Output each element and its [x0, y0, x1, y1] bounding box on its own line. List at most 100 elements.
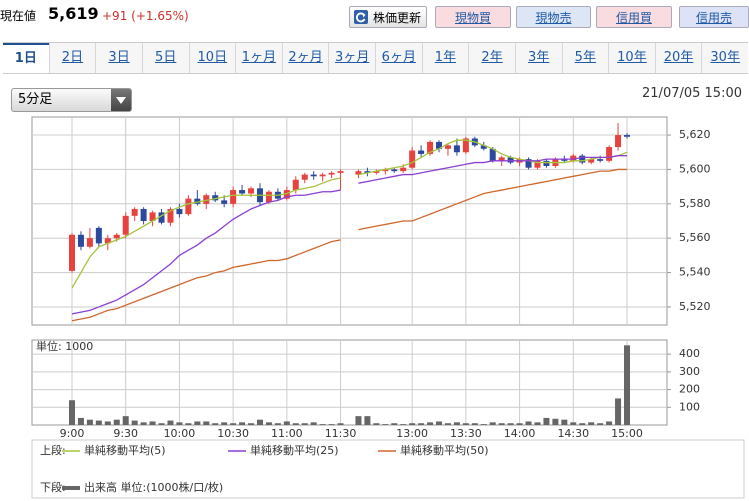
volume-bar — [570, 422, 577, 425]
moving-average-line — [71, 168, 627, 322]
candle-body — [319, 174, 326, 177]
candle-body — [185, 198, 192, 215]
y-tick-label: 100 — [679, 400, 700, 413]
candle-body — [95, 227, 102, 244]
candle-body — [480, 145, 487, 149]
volume-bar — [516, 423, 523, 425]
x-tick-label: 11:30 — [325, 427, 357, 440]
legend-entry: 単純移動平均(5) — [84, 443, 166, 457]
moving-average-line — [71, 155, 627, 315]
period-tab[interactable]: 6ヶ月 — [375, 43, 422, 73]
candle-body — [69, 234, 75, 271]
volume-bar — [203, 421, 210, 425]
volume-bar — [230, 423, 237, 425]
volume-bar — [525, 421, 532, 425]
candle-body — [230, 190, 237, 204]
volume-bar — [498, 423, 505, 425]
period-tab[interactable]: 2ヶ月 — [281, 43, 329, 73]
y-tick-label: 5,560 — [679, 231, 711, 244]
dropdown-arrow — [111, 89, 131, 111]
price-change: +91 (+1.65%) — [102, 9, 189, 23]
period-tab[interactable]: 30年 — [701, 43, 748, 73]
candle-body — [167, 208, 174, 223]
x-tick-label: 13:30 — [450, 427, 482, 440]
x-tick-label: 13:00 — [396, 427, 428, 440]
candle-body — [427, 141, 434, 154]
volume-bar — [176, 422, 183, 425]
volume-bar — [248, 423, 255, 425]
plot-area — [31, 116, 668, 326]
volume-bar — [507, 423, 514, 425]
period-tab[interactable]: 20年 — [654, 43, 702, 73]
period-tab[interactable]: 5年 — [561, 43, 609, 73]
cash-sell-button[interactable]: 現物売 — [516, 6, 591, 28]
volume-bar — [283, 421, 290, 425]
volume-bar — [185, 423, 192, 425]
candle-body — [265, 191, 272, 203]
margin-buy-button[interactable]: 信用買 — [596, 6, 672, 28]
volume-bar — [355, 416, 362, 425]
period-tab[interactable]: 1年 — [421, 43, 469, 73]
volume-bar — [337, 423, 344, 425]
candle-body — [507, 157, 514, 163]
price-label: 現在値 — [0, 9, 37, 23]
volume-bar — [444, 423, 451, 425]
candle-body — [400, 167, 407, 172]
candle-body — [203, 195, 210, 204]
candle-body — [301, 174, 308, 180]
volume-bar — [427, 422, 434, 425]
period-tab[interactable]: 5日 — [141, 43, 189, 73]
x-tick-label: 15:00 — [611, 427, 643, 440]
margin-sell-button[interactable]: 信用売 — [679, 6, 749, 28]
refresh-label: 株価更新 — [372, 11, 421, 25]
price: 5,619 — [48, 4, 99, 23]
candle-body — [77, 234, 84, 247]
candle-body — [391, 169, 398, 172]
candle-body — [373, 171, 380, 173]
period-tab[interactable]: 1日 — [3, 43, 49, 73]
timestamp: 21/07/05 15:00 — [642, 86, 742, 101]
candle-body — [355, 171, 362, 175]
y-tick-label: 5,620 — [679, 128, 711, 141]
candle-body — [453, 145, 460, 153]
interval-label: 5分足 — [18, 92, 53, 107]
volume-bar — [212, 423, 219, 425]
candle-body — [534, 160, 541, 168]
refresh-button[interactable]: 株価更新 — [349, 6, 427, 28]
plot-area — [31, 339, 668, 426]
volume-bar — [301, 423, 308, 425]
period-tab[interactable]: 3ヶ月 — [328, 43, 375, 73]
volume-bar — [86, 419, 93, 425]
x-tick-label: 10:00 — [164, 427, 196, 440]
candle-body — [615, 135, 622, 148]
y-tick-label: 300 — [679, 365, 700, 378]
period-tab[interactable]: 3年 — [514, 43, 562, 73]
period-tab[interactable]: 3日 — [95, 43, 142, 73]
volume-bar — [158, 423, 165, 425]
period-tab[interactable]: 1ヶ月 — [235, 43, 282, 73]
candle-body — [131, 208, 138, 216]
period-tab[interactable]: 10年 — [608, 43, 655, 73]
volume-bar — [292, 423, 299, 425]
interval-dropdown[interactable]: 5分足 — [11, 88, 132, 112]
volume-bar — [588, 422, 595, 425]
cash-buy-button[interactable]: 現物買 — [435, 6, 511, 28]
period-tab[interactable]: 2日 — [48, 43, 96, 73]
candle-body — [436, 141, 443, 149]
legend-entry: 出来高 単位:(1000株/口/枚) — [84, 480, 223, 494]
volume-bar — [239, 422, 246, 425]
candle-body — [212, 195, 219, 201]
period-tab[interactable]: 2年 — [468, 43, 515, 73]
y-tick-label: 400 — [679, 347, 700, 360]
candle-body — [489, 148, 496, 161]
period-tab[interactable]: 10日 — [188, 43, 236, 73]
volume-bar — [319, 424, 326, 425]
volume-bar — [615, 398, 622, 425]
legend-entry: 単純移動平均(25) — [250, 443, 339, 457]
volume-bar — [409, 423, 416, 425]
candle-body — [104, 238, 111, 244]
volume-bar — [561, 419, 568, 425]
volume-bar — [310, 422, 317, 425]
